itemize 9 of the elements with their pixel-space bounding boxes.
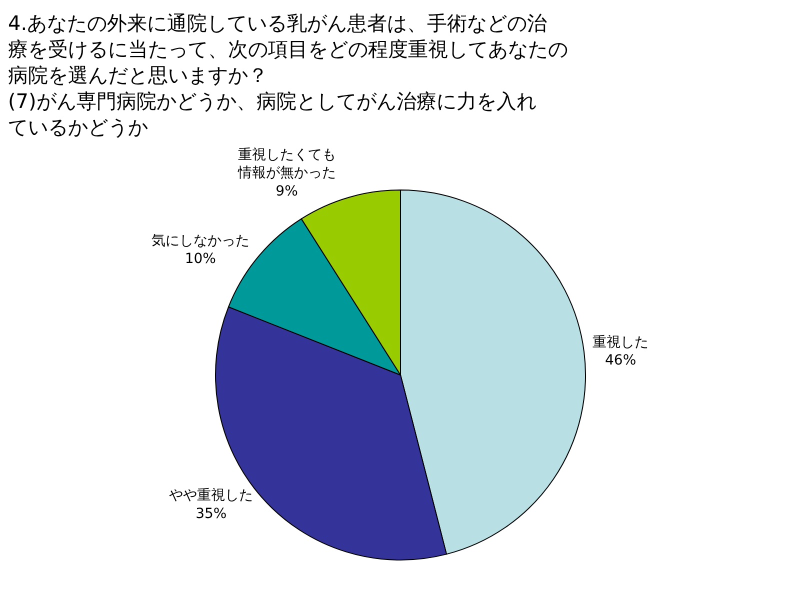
slice-label: やや重視した — [169, 488, 254, 504]
data-label: 10% — [184, 251, 216, 268]
slice-label: 重視したくても情報が無かった — [236, 146, 336, 182]
slice-label: 気にしなかった — [151, 233, 250, 250]
data-label: 9% — [276, 183, 298, 200]
slice-label: 重視した — [592, 334, 649, 350]
data-label: 35% — [196, 506, 227, 522]
data-label: 46% — [605, 352, 636, 369]
chart-title: 4.あなたの外来に通院している乳がん患者は、手術などの治療を受けるに当たって、次の項目をどの程度重視してあなたの病院を選んだと思いますか？ (7)がん専門病院かどうか、病院としてがん治療に力を入れているかどうか — [8, 11, 568, 139]
